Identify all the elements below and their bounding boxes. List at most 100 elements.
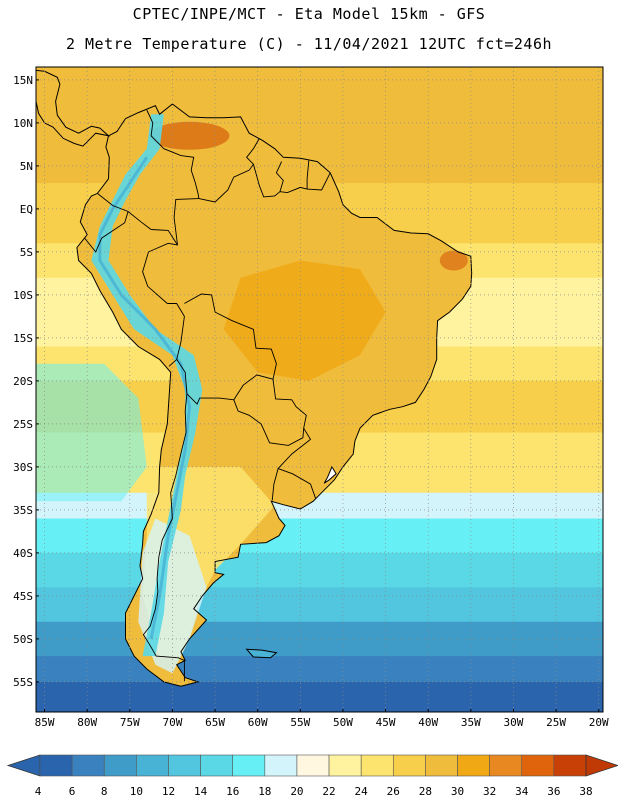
longitude-labels: 85W 80W 75W 70W 65W 60W 55W 50W 45W 40W 35W 30W 25W 2… — [35, 709, 609, 729]
ocean-band — [36, 656, 603, 683]
longitude-label: 40W — [418, 716, 438, 729]
colorbar-cell — [457, 754, 490, 777]
colorbar-label: 4 — [35, 785, 42, 798]
colorbar-cell — [392, 754, 426, 777]
latitude-label: 10S — [13, 289, 33, 302]
latitude-label: 30S — [13, 461, 33, 474]
latitude-label: 10N — [13, 117, 33, 130]
country-border — [307, 172, 331, 191]
longitude-label: 50W — [333, 716, 353, 729]
country-border — [271, 468, 279, 501]
colorbar-labels: 4 6 8 10 12 14 16 18 20 22 24 26 28 30 32 34 36 38 — [35, 785, 593, 798]
falklands-islands — [245, 648, 278, 659]
longitude-label: 70W — [162, 716, 182, 729]
land-temperature — [36, 69, 473, 687]
colorbar-cell — [328, 754, 362, 777]
colorbar-label: 28 — [419, 785, 432, 798]
central-america-coastline — [36, 69, 111, 147]
hot-interior-zone — [223, 260, 386, 381]
latitude-label: 5N — [20, 160, 33, 173]
longitude-label: 75W — [120, 716, 140, 729]
longitude-label: 20W — [589, 716, 609, 729]
longitude-label: 30W — [504, 716, 524, 729]
colorbar-cell — [360, 754, 394, 777]
country-border — [275, 161, 284, 192]
lagoon-outline — [323, 465, 337, 484]
colorbar-label: 12 — [162, 785, 175, 798]
longitude-label: 35W — [461, 716, 481, 729]
northeast-hot-zone — [439, 250, 468, 271]
graticule — [36, 67, 603, 712]
longitude-label: 45W — [376, 716, 396, 729]
longitude-label: 85W — [35, 716, 55, 729]
latitude-label: 35S — [13, 504, 33, 517]
longitude-label: 60W — [248, 716, 268, 729]
latitude-label: 45S — [13, 590, 33, 603]
colorbar-label: 26 — [387, 785, 400, 798]
country-border — [142, 393, 188, 681]
country-border — [233, 379, 307, 446]
colorbar-cell — [425, 754, 458, 777]
colorbar-cell — [521, 754, 555, 777]
colorbar-cell — [553, 754, 587, 777]
country-border — [167, 303, 185, 367]
country-border — [279, 160, 310, 194]
colorbar-cell — [489, 754, 523, 777]
colorbar-label: 20 — [290, 785, 303, 798]
colorbar-label: 22 — [322, 785, 335, 798]
longitude-label: 55W — [290, 716, 310, 729]
colorbar-label: 34 — [515, 785, 529, 798]
latitude-label: 20S — [13, 375, 33, 388]
colorbar-cell — [103, 754, 137, 777]
latitude-label: 55S — [13, 676, 33, 689]
latitude-label: 50S — [13, 633, 33, 646]
colorbar-label: 14 — [194, 785, 208, 798]
andes-cold-zone — [91, 114, 203, 657]
colorbar-label: 30 — [451, 785, 464, 798]
latitude-labels: 15N 10N 5N EQ 5S 10S 15S 20S 25S 30S 35S 40S 45S 50S 5… — [13, 74, 39, 689]
colorbar-cell — [39, 754, 73, 777]
colorbar-label: 38 — [579, 785, 592, 798]
header-line-2: 2 Metre Temperature (C) - 11/04/2021 12U… — [65, 35, 553, 53]
venezuela-hot-zone — [149, 121, 230, 150]
ocean-band — [36, 552, 603, 588]
colorbar-cell — [168, 754, 201, 777]
map-plot-area — [36, 67, 603, 712]
colorbar-label: 10 — [130, 785, 143, 798]
colorbar-label: 16 — [226, 785, 239, 798]
latitude-label: 40S — [13, 547, 33, 560]
map-frame — [35, 66, 604, 713]
colorbar-cell — [71, 754, 105, 777]
latitude-label: 15N — [13, 74, 33, 87]
colorbar-cell — [200, 754, 234, 777]
country-borders — [84, 109, 331, 681]
longitude-label: 25W — [546, 716, 566, 729]
longitude-label: 65W — [205, 716, 225, 729]
latitude-label: EQ — [20, 203, 33, 216]
colorbar-label: 32 — [483, 785, 496, 798]
colorbar-cell — [136, 754, 169, 777]
country-border — [84, 211, 129, 253]
longitude-label: 80W — [77, 716, 97, 729]
ocean-band — [36, 492, 603, 519]
colorbar-cells — [6, 754, 618, 777]
colorbar-cell — [296, 754, 330, 777]
country-border — [198, 138, 260, 203]
country-border — [142, 198, 199, 304]
latitude-label: 25S — [13, 418, 33, 431]
colorbar-label: 36 — [547, 785, 560, 798]
colorbar-label: 24 — [355, 785, 369, 798]
colorbar-label: 8 — [101, 785, 108, 798]
colorbar-label: 6 — [69, 785, 76, 798]
country-border — [146, 109, 200, 199]
pacific-cool-zone — [36, 363, 147, 502]
country-border — [252, 164, 281, 198]
ocean-band — [36, 681, 603, 712]
andes-ridge-line — [98, 156, 192, 640]
ocean-band — [36, 518, 603, 554]
colorbar-low-arrow — [6, 754, 41, 777]
country-border — [97, 193, 178, 246]
header-line-1: CPTEC/INPE/MCT - Eta Model 15km - GFS — [132, 5, 486, 23]
latitude-label: 15S — [13, 332, 33, 345]
